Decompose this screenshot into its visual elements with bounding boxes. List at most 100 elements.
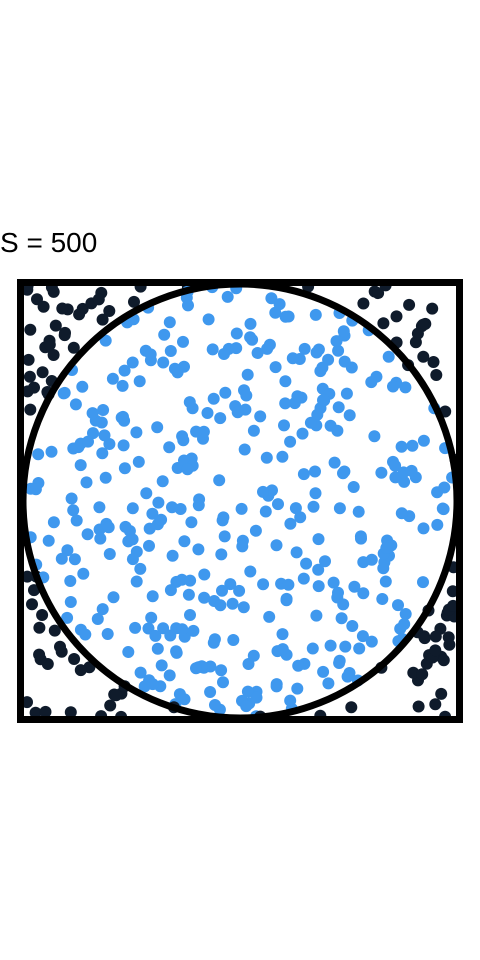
sample-point-outside: [24, 404, 36, 416]
sample-point-inside: [43, 535, 55, 547]
sample-point-inside: [133, 456, 145, 468]
sample-point-inside: [190, 662, 202, 674]
sample-point-inside: [99, 429, 111, 441]
sample-point-inside: [82, 528, 94, 540]
sample-point-inside: [163, 441, 175, 453]
sample-point-inside: [59, 387, 71, 399]
sample-point-inside: [339, 641, 351, 653]
sample-point-inside: [418, 522, 430, 534]
sample-point-inside: [281, 594, 293, 606]
sample-point-inside: [145, 348, 157, 360]
sample-point-inside: [368, 430, 380, 442]
sample-point-inside: [184, 396, 196, 408]
sample-point-inside: [164, 316, 176, 328]
sample-point-inside: [144, 523, 156, 535]
sample-point-outside: [44, 339, 56, 351]
sample-point-outside: [110, 689, 122, 701]
sample-point-outside: [417, 351, 429, 363]
sample-point-inside: [147, 590, 159, 602]
sample-point-outside: [33, 622, 45, 634]
sample-point-inside: [134, 375, 146, 387]
sample-point-outside: [50, 320, 62, 332]
sample-point-inside: [287, 352, 299, 364]
sample-point-inside: [177, 336, 189, 348]
sample-point-inside: [251, 692, 263, 704]
sample-point-inside: [278, 419, 290, 431]
sample-point-inside: [140, 487, 152, 499]
sample-point-inside: [75, 459, 87, 471]
sample-point-inside: [312, 564, 324, 576]
sample-point-inside: [333, 657, 345, 669]
sample-point-inside: [377, 562, 389, 574]
sample-point-inside: [93, 501, 105, 513]
sample-point-inside: [277, 628, 289, 640]
sample-point-inside: [192, 543, 204, 555]
sample-point-outside: [429, 644, 441, 656]
sample-point-inside: [336, 612, 348, 624]
sample-point-inside: [334, 502, 346, 514]
sample-point-inside: [236, 503, 248, 515]
sample-point-inside: [176, 623, 188, 635]
sample-point-inside: [307, 643, 319, 655]
sample-point-inside: [151, 421, 163, 433]
sample-point-outside: [430, 631, 442, 643]
sample-point-outside: [24, 324, 36, 336]
sample-point-inside: [120, 521, 132, 533]
sample-point-inside: [152, 497, 164, 509]
sample-point-inside: [127, 502, 139, 514]
sample-point-inside: [366, 554, 378, 566]
sample-point-inside: [209, 699, 221, 711]
sample-point-inside: [308, 501, 320, 513]
sample-point-inside: [284, 518, 296, 530]
sample-point-outside: [403, 299, 415, 311]
sample-point-inside: [279, 397, 291, 409]
sample-point-inside: [271, 539, 283, 551]
sample-point-outside: [23, 354, 35, 366]
sample-point-inside: [353, 506, 365, 518]
sample-point-inside: [164, 669, 176, 681]
sample-point-inside: [156, 659, 168, 671]
sample-point-inside: [198, 592, 210, 604]
sample-point-inside: [240, 390, 252, 402]
sample-point-outside: [438, 654, 450, 666]
sample-point-inside: [280, 311, 292, 323]
sample-point-outside: [435, 688, 447, 700]
sample-point-inside: [331, 335, 343, 347]
sample-point-inside: [32, 448, 44, 460]
sample-point-inside: [257, 486, 269, 498]
sample-point-inside: [380, 576, 392, 588]
sample-point-inside: [77, 568, 89, 580]
sample-point-inside: [399, 381, 411, 393]
sample-point-inside: [100, 472, 112, 484]
sample-point-inside: [66, 493, 78, 505]
sample-point-inside: [271, 680, 283, 692]
sample-point-inside: [216, 585, 228, 597]
sample-point-inside: [30, 483, 42, 495]
sample-point-inside: [376, 593, 388, 605]
sample-point-outside: [357, 298, 369, 310]
sample-point-inside: [107, 373, 119, 385]
sample-point-inside: [227, 598, 239, 610]
sample-point-inside: [341, 388, 353, 400]
sample-point-inside: [56, 553, 68, 565]
sample-point-inside: [282, 579, 294, 591]
sample-point-inside: [417, 576, 429, 588]
sample-point-inside: [130, 426, 142, 438]
sample-point-inside: [233, 585, 245, 597]
sample-point-inside: [313, 580, 325, 592]
sample-point-inside: [291, 683, 303, 695]
sample-point-inside: [70, 398, 82, 410]
sample-point-inside: [298, 573, 310, 585]
sample-point-inside: [219, 530, 231, 542]
sample-point-outside: [412, 328, 424, 340]
sample-point-inside: [313, 533, 325, 545]
sample-point-inside: [338, 325, 350, 337]
sample-point-inside: [238, 601, 250, 613]
sample-point-inside: [131, 576, 143, 588]
sample-point-inside: [92, 613, 104, 625]
sample-point-inside: [184, 575, 196, 587]
sample-point-inside: [116, 412, 128, 424]
sample-point-inside: [322, 677, 334, 689]
sample-point-inside: [346, 362, 358, 374]
sample-point-inside: [242, 369, 254, 381]
